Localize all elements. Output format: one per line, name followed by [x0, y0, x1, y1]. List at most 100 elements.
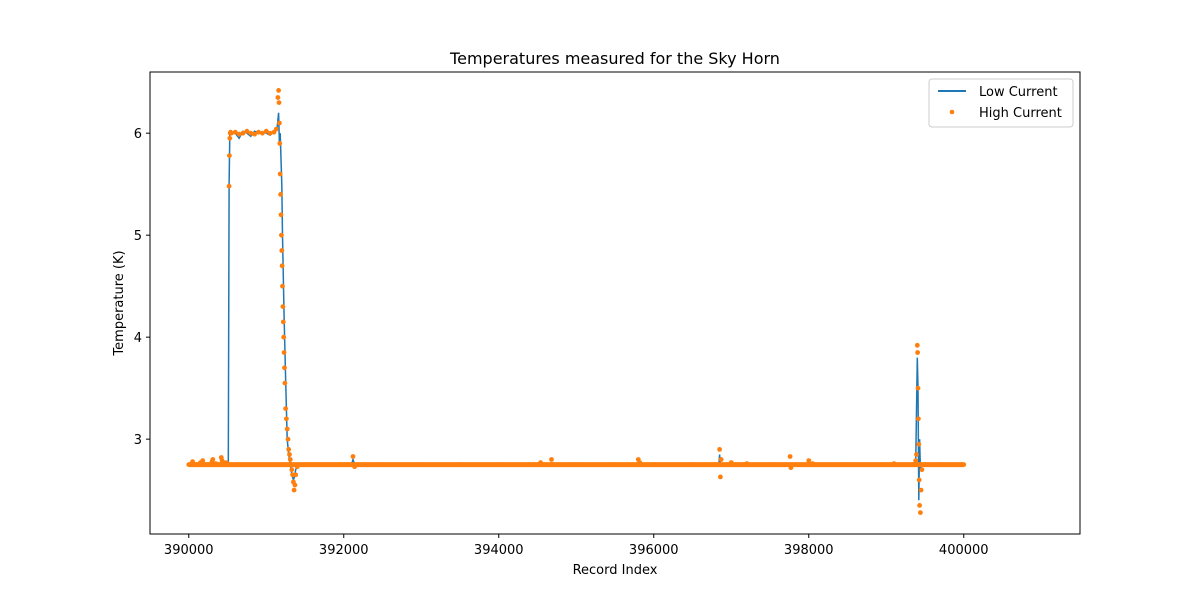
high-current-point	[302, 462, 308, 467]
high-current-point	[736, 462, 742, 467]
high-current-point	[917, 503, 922, 508]
high-current-point	[496, 462, 502, 467]
high-current-point	[356, 462, 362, 467]
x-tick-label: 394000	[474, 543, 524, 558]
high-current-point	[278, 192, 283, 197]
high-current-point	[281, 334, 287, 340]
high-current-point	[787, 454, 793, 459]
high-current-point	[244, 128, 250, 134]
y-tick-label: 3	[134, 433, 142, 448]
high-current-point	[289, 467, 295, 473]
series-low-current-line	[188, 112, 964, 501]
x-tick-label: 396000	[629, 543, 679, 558]
high-current-point	[922, 462, 928, 467]
high-current-point	[275, 95, 281, 100]
high-current-point	[716, 462, 722, 467]
high-current-point	[190, 459, 196, 464]
high-current-point	[205, 462, 211, 467]
high-current-point	[728, 460, 734, 465]
high-current-point	[380, 462, 385, 467]
high-current-point	[938, 462, 943, 467]
high-current-point	[280, 304, 286, 309]
high-current-point	[919, 467, 925, 473]
high-current-point	[284, 426, 290, 432]
high-current-point	[718, 457, 724, 462]
high-current-point	[718, 474, 723, 480]
high-current-point	[260, 130, 265, 136]
high-current-point	[310, 462, 316, 467]
high-current-point	[285, 436, 291, 442]
high-current-point	[806, 458, 812, 463]
high-current-point	[186, 462, 192, 467]
high-current-point	[651, 462, 657, 467]
high-current-point	[279, 232, 284, 238]
legend: Low Current High Current	[928, 78, 1074, 128]
high-current-point	[276, 88, 281, 93]
high-current-point	[350, 454, 356, 459]
high-current-point	[810, 461, 815, 466]
chart-title: Temperatures measured for the Sky Horn	[449, 49, 780, 68]
y-axis-label: Temperature (K)	[112, 250, 127, 356]
high-current-point	[538, 460, 543, 465]
high-current-point	[284, 416, 289, 422]
high-current-point	[788, 465, 794, 471]
high-current-point	[911, 462, 916, 467]
high-current-point	[717, 447, 722, 452]
y-tick-label: 4	[134, 331, 142, 346]
high-current-point	[292, 482, 298, 488]
high-current-point	[916, 441, 922, 447]
high-current-point	[256, 129, 261, 135]
high-current-point	[341, 462, 347, 467]
legend-label-high-current: High Current	[979, 106, 1062, 121]
high-current-point	[916, 477, 922, 483]
high-current-point	[550, 462, 556, 467]
high-current-point	[225, 461, 230, 466]
high-current-point	[213, 461, 219, 466]
high-current-point	[278, 212, 284, 218]
high-current-point	[280, 283, 285, 289]
high-current-point	[913, 458, 919, 463]
high-current-point	[248, 130, 254, 136]
high-current-point	[294, 464, 300, 470]
high-current-point	[325, 462, 331, 467]
high-current-point	[279, 248, 285, 253]
high-current-point	[916, 416, 921, 422]
high-current-point	[612, 462, 618, 467]
high-current-point	[914, 342, 920, 348]
plot-frame	[149, 71, 1081, 535]
x-axis-label: Record Index	[573, 563, 658, 578]
high-current-point	[883, 462, 889, 467]
high-current-point	[744, 461, 750, 466]
high-current-point	[282, 365, 287, 371]
high-current-point	[277, 120, 282, 126]
high-current-point	[283, 406, 288, 411]
high-current-point	[252, 131, 257, 137]
high-current-point	[277, 141, 283, 146]
high-current-point	[418, 462, 424, 467]
high-current-point	[915, 385, 921, 391]
high-current-point	[201, 462, 207, 467]
high-current-point	[277, 171, 283, 177]
high-current-point	[273, 126, 279, 132]
x-tick-label: 400000	[939, 543, 989, 558]
high-current-point	[226, 183, 232, 189]
x-tick-label: 392000	[319, 543, 369, 558]
high-current-point	[690, 462, 695, 467]
high-current-point	[287, 457, 293, 462]
high-current-point	[918, 487, 924, 493]
plot-area	[186, 88, 967, 515]
high-current-point	[282, 380, 288, 386]
high-current-point	[286, 447, 292, 452]
high-current-point	[293, 472, 299, 478]
y-axis: 3 4 5 6	[134, 127, 150, 448]
high-current-point	[232, 129, 238, 135]
high-current-point	[219, 458, 225, 463]
y-tick-label: 6	[134, 127, 142, 142]
high-current-point	[227, 135, 233, 141]
x-tick-label: 390000	[164, 543, 214, 558]
high-current-point	[573, 462, 579, 467]
high-current-point	[276, 100, 282, 105]
x-axis: 390000 392000 394000 396000 398000 400000	[164, 534, 989, 558]
high-current-point	[227, 153, 232, 159]
